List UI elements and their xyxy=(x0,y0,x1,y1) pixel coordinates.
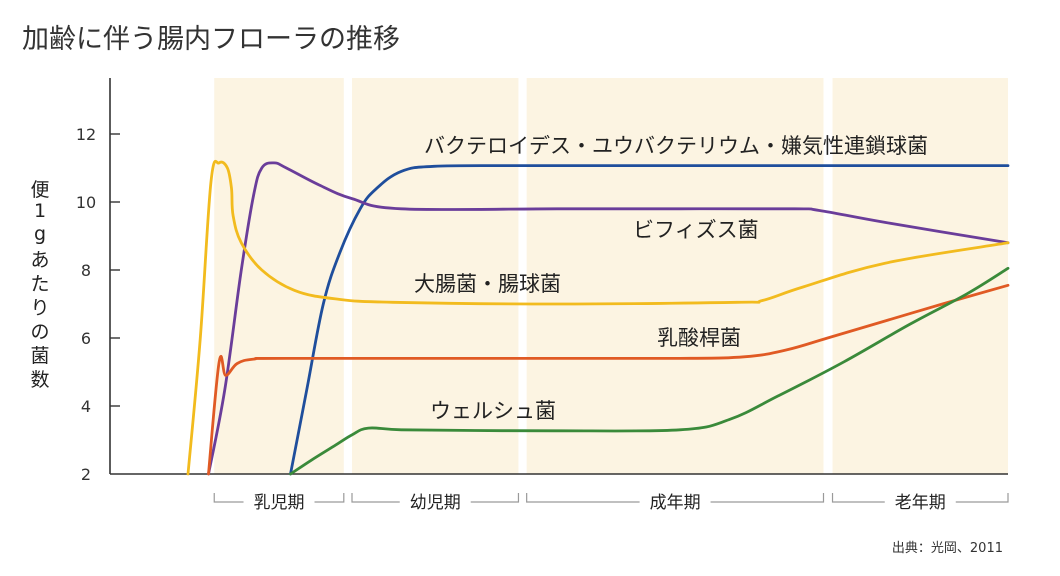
y-tick-label: 4 xyxy=(81,397,91,416)
period-band xyxy=(526,78,824,474)
series-line xyxy=(289,266,1010,476)
y-axis-label-char: た xyxy=(30,273,49,295)
period-band xyxy=(832,78,1008,474)
y-axis-label-char: り xyxy=(30,297,49,319)
period-bracket xyxy=(351,493,400,503)
series-line xyxy=(207,161,1010,476)
period-band xyxy=(214,78,344,474)
y-tick-label: 10 xyxy=(76,193,96,212)
period-bracket xyxy=(314,493,345,503)
y-tick-label: 6 xyxy=(81,329,91,348)
period-axis: 乳児期 幼児期 成年期 老年期 xyxy=(213,493,1009,513)
series-labels: バクテロイデス・ユウバクテリウム・嫌気性連鎖球菌 ビフィズス菌 大腸菌・腸球菌 … xyxy=(414,134,928,423)
period-label: 乳児期 xyxy=(254,493,305,513)
period-label: 幼児期 xyxy=(410,493,461,513)
period-bracket xyxy=(955,493,1009,503)
y-axis-label-char: 便 xyxy=(30,179,49,201)
series-line xyxy=(289,164,1010,476)
y-axis-label-char: 1 xyxy=(34,200,46,222)
period-bracket xyxy=(470,493,520,503)
series-line xyxy=(186,159,1010,476)
series-label-ecoli-enterococcus: 大腸菌・腸球菌 xyxy=(414,272,561,296)
y-axis: 2 4 6 8 10 12 xyxy=(76,78,1008,484)
period-bands xyxy=(214,78,1008,474)
y-axis-label-char: 菌 xyxy=(30,345,49,367)
period-bracket xyxy=(526,493,640,503)
y-axis-label-char: の xyxy=(30,321,49,343)
y-axis-label: 便 1 g あ た り の 菌 数 xyxy=(30,179,49,391)
y-axis-label-char: g xyxy=(34,223,46,245)
series-label-clostridium-perfringens: ウェルシュ菌 xyxy=(430,399,556,423)
period-bracket xyxy=(831,493,885,503)
y-axis-label-char: 数 xyxy=(30,369,49,391)
series-label-lactobacillus: 乳酸桿菌 xyxy=(657,326,741,350)
source-note: 出典：光岡、2011 xyxy=(892,541,1003,556)
y-tick-label: 12 xyxy=(76,125,96,144)
period-label: 老年期 xyxy=(895,493,946,513)
period-bracket xyxy=(213,493,244,503)
y-tick-label: 2 xyxy=(81,465,91,484)
y-axis-label-char: あ xyxy=(30,249,49,271)
series-line xyxy=(207,283,1010,476)
chart-title: 加齢に伴う腸内フローラの推移 xyxy=(22,24,400,55)
series-lines xyxy=(186,159,1010,476)
period-bracket xyxy=(710,493,825,503)
period-band xyxy=(352,78,519,474)
series-label-bifidobacterium: ビフィズス菌 xyxy=(633,218,759,242)
y-tick-label: 8 xyxy=(81,261,91,280)
series-label-bacteroides: バクテロイデス・ユウバクテリウム・嫌気性連鎖球菌 xyxy=(424,134,928,158)
period-label: 成年期 xyxy=(650,493,701,513)
